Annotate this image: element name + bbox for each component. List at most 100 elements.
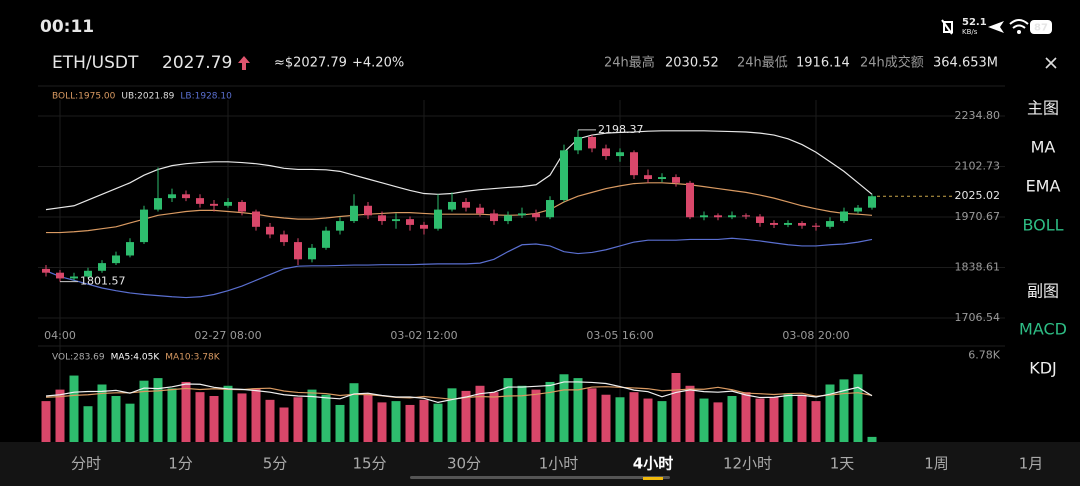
candle-body xyxy=(210,203,218,206)
volume-bar xyxy=(237,393,247,442)
candle-body xyxy=(602,148,610,157)
candle-body xyxy=(294,242,302,260)
candle-body xyxy=(840,211,848,222)
boll-lower xyxy=(45,237,873,299)
volume-bar xyxy=(433,403,443,442)
candle-body xyxy=(616,152,624,157)
candle-body xyxy=(448,201,456,210)
tab[interactable]: 15分 xyxy=(352,455,386,473)
turnover-label: 24h成交额 xyxy=(860,55,924,71)
candle-body xyxy=(798,222,806,226)
candle-body xyxy=(742,215,750,217)
candle-body xyxy=(532,213,540,218)
volume-bar xyxy=(587,388,597,442)
volume-bar xyxy=(307,389,317,442)
last-price-label: 2025.02 xyxy=(955,189,1001,202)
candle-body xyxy=(42,268,50,273)
volume-bar xyxy=(223,385,233,442)
status-time: 00:11 xyxy=(40,17,94,37)
volume-bar xyxy=(363,393,373,442)
y-tick-label: 1706.54 xyxy=(955,311,1001,324)
tab[interactable]: 5分 xyxy=(263,455,288,473)
volume-bar xyxy=(811,401,821,442)
candle-body xyxy=(182,194,190,199)
annotation: 2198.37 xyxy=(598,123,644,136)
x-tick-label: 03-05 16:00 xyxy=(586,329,653,342)
y-tick-label: 1970.67 xyxy=(955,210,1001,223)
volume-bar xyxy=(741,392,751,442)
volume-bar xyxy=(713,402,723,442)
volume-bar xyxy=(755,398,765,442)
candle-body xyxy=(644,175,652,180)
volume-bar xyxy=(559,374,569,442)
turnover: 364.653M xyxy=(933,56,998,71)
menu-item[interactable]: MA xyxy=(1031,138,1056,157)
volume-bar xyxy=(825,384,835,442)
candle-body xyxy=(280,234,288,243)
volume-bar xyxy=(265,399,275,442)
volume-bar xyxy=(41,401,51,442)
status-icons: 52.1 KB/s 87 xyxy=(941,17,1052,36)
volume-bar xyxy=(727,396,737,442)
x-tick-label: 03-02 12:00 xyxy=(390,329,457,342)
candle-body xyxy=(252,211,260,227)
volume-bar xyxy=(447,388,457,442)
tab[interactable]: 1周 xyxy=(924,455,949,473)
x-tick-label: 03-08 20:00 xyxy=(782,329,849,342)
candle-body xyxy=(406,219,414,225)
tab[interactable]: 1天 xyxy=(830,455,855,473)
candle-body xyxy=(854,207,862,212)
candle-body xyxy=(84,270,92,277)
battery: 87 xyxy=(1034,23,1048,34)
volume-bar xyxy=(97,384,107,442)
vol-legend: MA10:3.78K xyxy=(165,353,220,363)
tab[interactable]: 12小时 xyxy=(723,455,772,473)
candle-body xyxy=(112,255,120,264)
tab[interactable]: 4小时 xyxy=(633,455,673,473)
menu-item[interactable]: MACD xyxy=(1019,320,1067,339)
volume-bar xyxy=(517,385,527,442)
tab[interactable]: 分时 xyxy=(71,455,101,473)
pair: ETH/USDT xyxy=(52,53,139,73)
volume-bar xyxy=(545,381,555,442)
volume-bar xyxy=(153,378,163,442)
boll-upper xyxy=(45,130,873,211)
tab[interactable]: 30分 xyxy=(447,455,481,473)
candle-body xyxy=(462,201,470,208)
volume-bar xyxy=(503,378,513,442)
close-button[interactable] xyxy=(1045,57,1057,69)
volume-bar xyxy=(489,392,499,442)
volume-bar xyxy=(321,394,331,442)
volume-bar xyxy=(55,389,65,442)
volume-bar xyxy=(181,381,191,442)
candle-body xyxy=(728,215,736,218)
scroll-indicator xyxy=(410,476,670,479)
x-tick-label: 02-27 08:00 xyxy=(194,329,261,342)
candle-body xyxy=(434,209,442,229)
volume-bar xyxy=(769,397,779,442)
boll-mid xyxy=(46,182,873,234)
tab[interactable]: 1小时 xyxy=(539,455,579,473)
volume-bar xyxy=(405,404,415,442)
menu-item[interactable]: BOLL xyxy=(1022,216,1063,235)
volume-bar xyxy=(797,394,807,442)
candle-body xyxy=(420,224,428,229)
menu-item[interactable]: KDJ xyxy=(1029,359,1057,378)
candle-body xyxy=(504,215,512,222)
candle-body xyxy=(392,219,400,222)
tab[interactable]: 1月 xyxy=(1019,455,1044,473)
tab[interactable]: 1分 xyxy=(168,455,193,473)
last-price-box xyxy=(955,188,1005,205)
menu-title: 主图 xyxy=(1027,99,1059,118)
volume-bar xyxy=(139,380,149,442)
candle-body xyxy=(574,136,582,151)
volume-bar xyxy=(573,378,583,442)
volume-bar xyxy=(853,374,863,442)
volume-bar xyxy=(111,396,121,442)
annotation: 1801.57 xyxy=(80,275,126,288)
menu-item[interactable]: EMA xyxy=(1026,177,1061,196)
candle-body xyxy=(560,150,568,201)
candle-body xyxy=(322,230,330,248)
volume-bar xyxy=(335,404,345,442)
volume-bar xyxy=(699,398,709,442)
